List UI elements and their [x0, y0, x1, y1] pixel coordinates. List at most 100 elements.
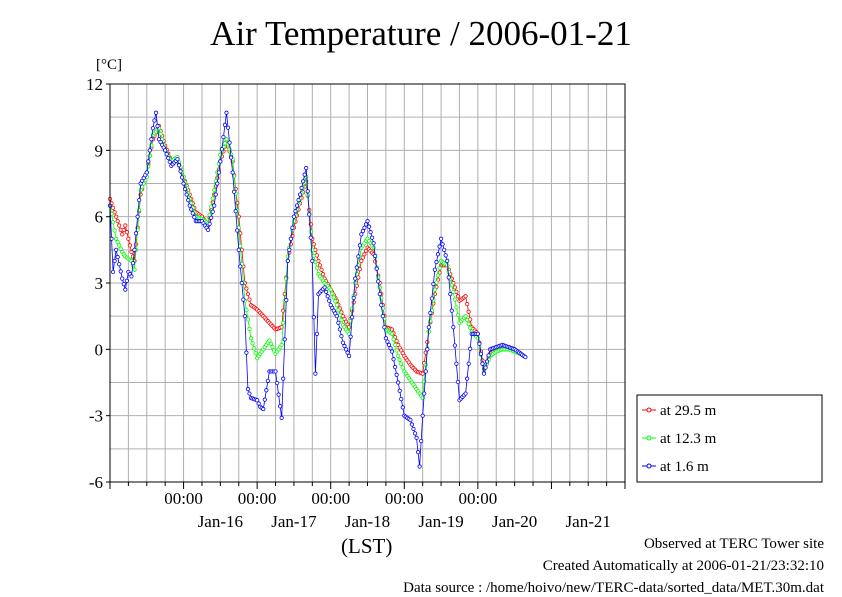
series-marker	[127, 243, 133, 248]
series-layer	[107, 110, 528, 469]
series-marker	[273, 369, 278, 374]
x-tick-label-date: Jan-21	[566, 512, 611, 531]
series-marker	[149, 137, 154, 142]
series-marker	[337, 327, 343, 332]
series-marker	[302, 172, 307, 177]
series-marker	[339, 317, 344, 323]
series-marker	[267, 338, 272, 343]
series-marker	[158, 131, 163, 136]
series-marker	[311, 242, 316, 247]
series-marker	[391, 337, 396, 342]
series-marker	[414, 435, 419, 440]
series-marker	[135, 214, 140, 219]
series-marker	[486, 353, 491, 358]
series-marker	[235, 228, 240, 233]
series-marker	[121, 282, 126, 287]
series-marker	[334, 303, 339, 308]
series-marker	[369, 235, 375, 240]
series-marker	[115, 254, 120, 260]
x-tick-label-date: Jan-18	[345, 512, 390, 531]
series-marker	[327, 298, 332, 303]
series-marker	[452, 285, 457, 290]
y-tick-label: 6	[95, 208, 104, 227]
series-marker	[397, 357, 402, 362]
series-marker	[210, 209, 215, 214]
series-marker	[262, 397, 267, 402]
series-marker	[385, 339, 390, 344]
series-marker	[270, 345, 275, 350]
series-marker	[155, 123, 160, 129]
series-marker	[133, 231, 139, 236]
series-marker	[117, 243, 122, 248]
series-marker	[124, 230, 129, 235]
y-tick-label: 3	[95, 274, 104, 293]
series-marker	[123, 287, 128, 292]
series-marker	[437, 265, 442, 271]
series-marker	[221, 134, 226, 140]
series-marker	[314, 265, 320, 271]
series-marker	[388, 346, 393, 351]
series-marker	[293, 209, 298, 214]
series-marker	[419, 438, 424, 444]
footer-observed: Observed at TERC Tower site	[643, 536, 824, 552]
series-marker	[110, 269, 116, 275]
series-marker	[446, 269, 451, 275]
series-marker	[330, 291, 335, 296]
series-marker	[442, 247, 447, 252]
series-marker	[382, 325, 387, 330]
series-marker	[448, 291, 453, 297]
series-marker	[285, 258, 290, 263]
series-marker	[362, 225, 367, 230]
series-marker	[144, 170, 149, 175]
series-marker	[466, 361, 471, 366]
series-marker	[244, 307, 249, 313]
grid-lines	[109, 83, 626, 483]
series-marker	[183, 186, 188, 192]
series-marker	[216, 170, 221, 175]
series-marker	[247, 297, 252, 302]
x-tick-label-date: Jan-16	[198, 512, 243, 531]
series-marker	[235, 200, 240, 205]
series-marker	[432, 287, 438, 292]
series-marker	[150, 126, 156, 131]
series-marker	[322, 285, 327, 290]
series-marker	[213, 192, 218, 197]
legend-marker	[646, 435, 652, 441]
series-marker	[415, 450, 421, 455]
series-marker	[350, 306, 355, 311]
series-marker	[261, 406, 266, 412]
series-marker	[409, 422, 415, 427]
series-marker	[115, 239, 120, 245]
series-marker	[256, 401, 261, 406]
series-marker	[230, 170, 235, 175]
series-marker	[423, 369, 428, 374]
series-marker	[463, 294, 468, 299]
series-marker	[428, 310, 433, 315]
series-marker	[399, 361, 404, 366]
series-marker	[445, 258, 450, 263]
series-marker	[324, 289, 329, 294]
series-marker	[466, 309, 471, 314]
series-marker	[233, 209, 238, 214]
series-marker	[212, 203, 217, 208]
series-marker	[285, 254, 290, 259]
series-marker	[222, 122, 228, 128]
series-marker	[314, 331, 320, 336]
series-marker	[425, 340, 430, 345]
series-marker	[400, 405, 405, 410]
series-marker	[412, 431, 418, 436]
series-marker	[435, 252, 441, 257]
series-marker	[455, 294, 461, 299]
series-marker	[334, 314, 339, 319]
series-marker	[184, 192, 189, 197]
series-marker	[245, 387, 251, 392]
series-marker	[288, 236, 293, 241]
series-marker	[434, 259, 439, 265]
series-marker	[452, 297, 457, 302]
series-marker	[140, 184, 145, 189]
series-marker	[389, 331, 395, 336]
series-marker	[336, 320, 341, 325]
series-marker	[282, 337, 287, 342]
series-marker	[245, 291, 251, 297]
